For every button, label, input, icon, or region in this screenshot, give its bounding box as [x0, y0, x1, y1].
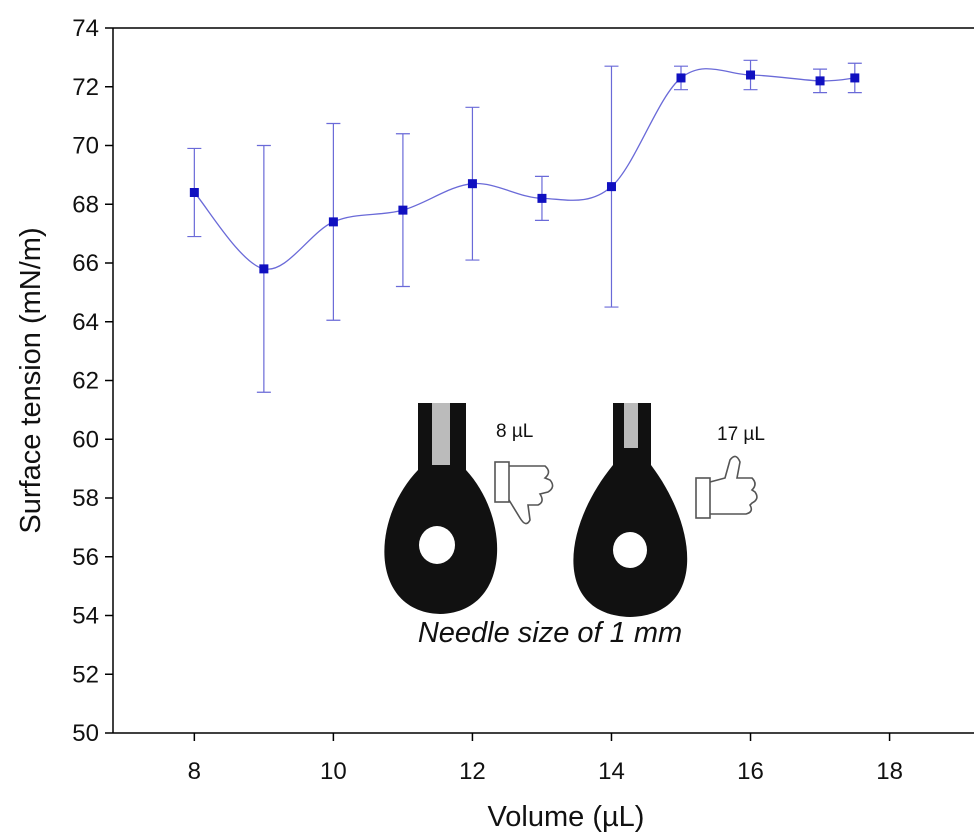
data-point: [189, 188, 199, 197]
data-point: [398, 205, 408, 215]
data-point: [606, 182, 616, 192]
y-tick-label: 68: [72, 191, 99, 218]
y-tick-label: 54: [72, 603, 99, 630]
annotation: Needle size of 1 mm: [418, 617, 682, 649]
y-tick-label: 56: [72, 544, 99, 571]
y-tick-label: 70: [72, 133, 99, 160]
data-point: [467, 179, 477, 189]
inset-image: [384, 403, 758, 617]
annotation: 8 µL: [496, 421, 533, 442]
x-tick-label: 12: [459, 758, 486, 785]
y-tick-label: 74: [72, 15, 99, 42]
x-tick-label: 14: [598, 758, 625, 785]
x-tick-label: 10: [320, 758, 347, 785]
data-line: [193, 68, 855, 270]
x-tick-label: 8: [188, 758, 201, 785]
y-tick-label: 64: [72, 309, 99, 336]
annotation: 17 µL: [717, 424, 765, 445]
data-point: [537, 193, 547, 203]
data-point: [746, 70, 756, 80]
x-tick-label: 16: [737, 758, 764, 785]
y-tick-label: 50: [72, 720, 99, 747]
data-point: [676, 73, 686, 83]
data-point: [815, 76, 825, 86]
y-axis-title: Surface tension (mN/m): [15, 227, 47, 533]
y-tick-label: 52: [72, 661, 99, 688]
y-tick-label: 58: [72, 485, 99, 512]
data-point: [328, 217, 338, 227]
data-point: [850, 73, 860, 83]
y-tick-label: 60: [72, 426, 99, 453]
x-axis-title: Volume (µL): [488, 801, 645, 833]
x-tick-label: 18: [876, 758, 903, 785]
y-tick-label: 62: [72, 368, 99, 395]
y-tick-label: 72: [72, 74, 99, 101]
y-tick-label: 66: [72, 250, 99, 277]
data-point: [259, 264, 269, 274]
